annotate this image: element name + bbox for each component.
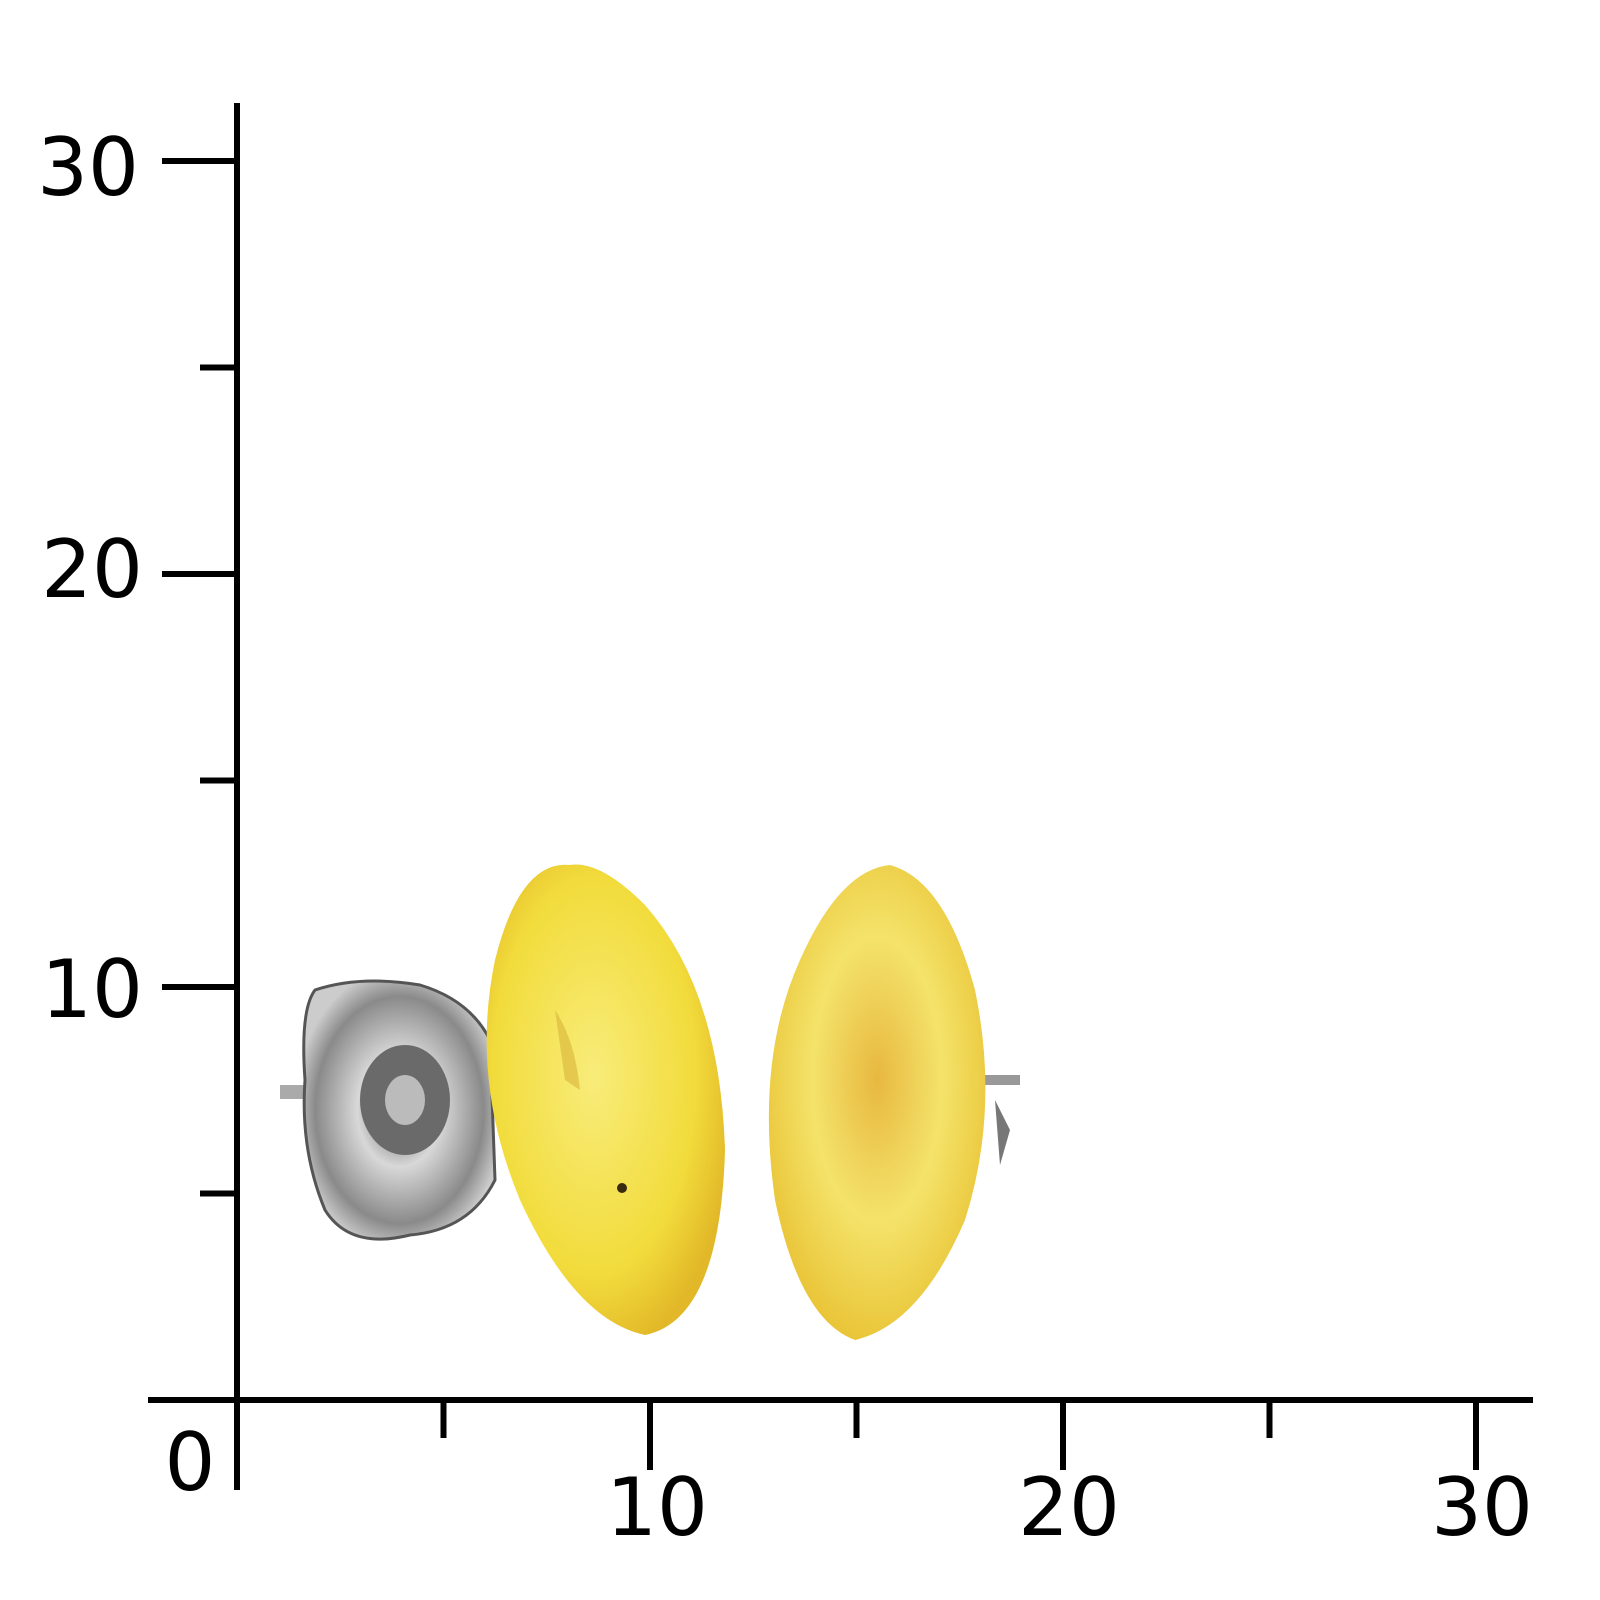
x-label-20: 20 [1018,1461,1120,1554]
y-label-10: 10 [41,943,143,1036]
earring-back-silver [280,979,500,1241]
y-label-20: 20 [41,523,143,616]
x-label-10: 10 [606,1461,708,1554]
x-label-30: 30 [1431,1461,1533,1554]
y-label-30: 30 [37,121,139,214]
origin-label: 0 [165,1416,216,1509]
earring-left-stone [486,864,725,1335]
measurement-scale [148,103,1533,1490]
earring-right-stone [768,865,1020,1340]
